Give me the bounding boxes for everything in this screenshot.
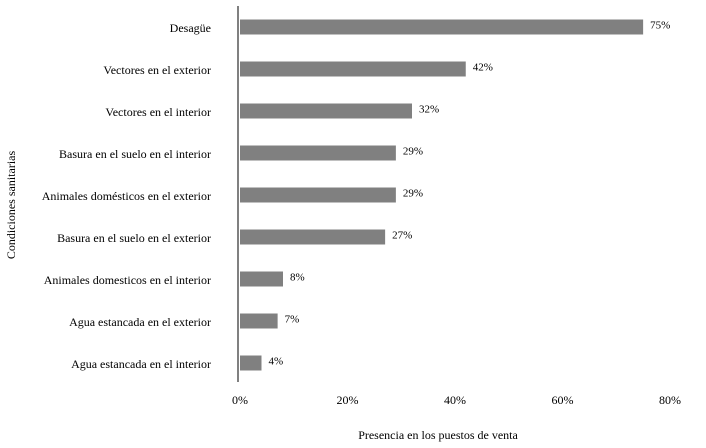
bar <box>240 313 278 329</box>
x-tick-label: 60% <box>552 393 574 407</box>
y-tick-label: Basura en el suelo en el exterior <box>57 231 211 245</box>
y-axis-label: Condiciones sanitarias <box>4 151 18 260</box>
y-tick-label: Animales domésticos en el exterior <box>42 189 211 203</box>
x-tick-label: 20% <box>337 393 359 407</box>
y-tick-label: Vectores en el interior <box>105 105 211 119</box>
data-label: 75% <box>650 20 670 32</box>
x-axis-label: Presencia en los puestos de venta <box>358 428 518 442</box>
bar <box>240 229 386 245</box>
data-label: 29% <box>403 146 423 158</box>
y-tick-label: Agua estancada en el interior <box>71 357 211 371</box>
bar <box>240 19 644 35</box>
y-tick-label: Agua estancada en el exterior <box>69 315 211 329</box>
bar <box>240 187 396 203</box>
y-tick-label: Animales domesticos en el interior <box>44 273 211 287</box>
bar <box>240 145 396 161</box>
bar <box>240 271 283 287</box>
data-label: 7% <box>285 314 300 326</box>
bar <box>240 103 412 119</box>
x-tick-label: 80% <box>659 393 681 407</box>
data-label: 8% <box>290 272 305 284</box>
y-tick-label: Desagüe <box>170 21 211 35</box>
data-label: 32% <box>419 104 439 116</box>
y-tick-label: Basura en el suelo en el interior <box>59 147 211 161</box>
data-label: 29% <box>403 188 423 200</box>
y-tick-label: Vectores en el exterior <box>103 63 211 77</box>
x-tick-label: 0% <box>232 393 248 407</box>
bar <box>240 61 466 77</box>
bar <box>240 355 262 371</box>
x-tick-label: 40% <box>444 393 466 407</box>
data-label: 4% <box>269 356 284 368</box>
data-label: 27% <box>392 230 412 242</box>
data-label: 42% <box>473 62 493 74</box>
